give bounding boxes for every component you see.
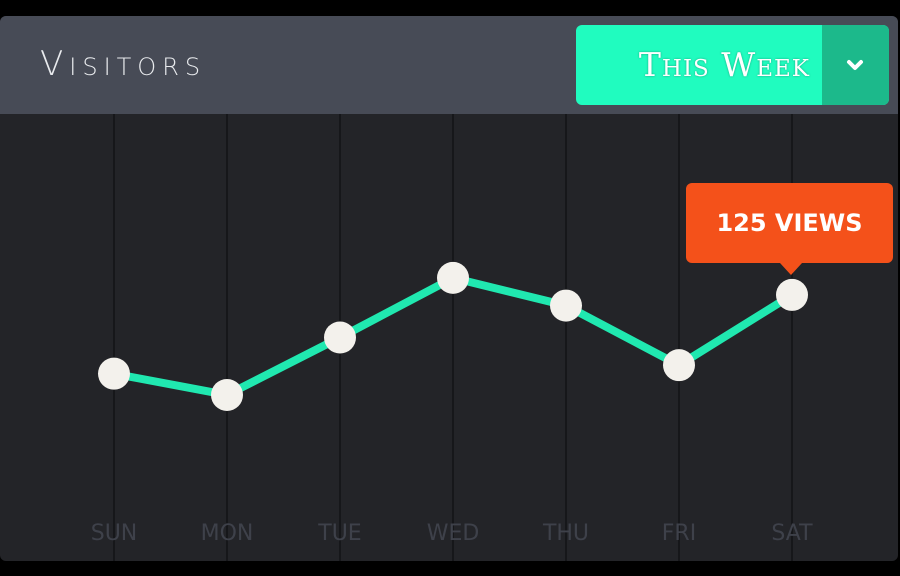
- data-point-fri: [663, 349, 695, 382]
- widget-header: Visitors This Week: [0, 16, 898, 114]
- data-point-wed: [437, 261, 469, 294]
- x-tick-label-thu: THU: [542, 521, 589, 546]
- x-tick-label-sat: SAT: [771, 521, 813, 546]
- tooltip-label: 125 VIEWS: [716, 209, 863, 237]
- data-point-sun: [98, 357, 130, 390]
- dropdown-toggle-button[interactable]: [822, 25, 889, 105]
- period-selected-label[interactable]: This Week: [638, 45, 810, 84]
- views-tooltip: 125 VIEWS: [686, 183, 893, 275]
- data-point-mon: [211, 378, 243, 411]
- data-point-sat: [776, 278, 808, 311]
- line-chart: SUN MON TUE WED THU FRI SAT: [91, 114, 813, 561]
- period-dropdown[interactable]: This Week: [576, 25, 889, 105]
- visitors-widget: Visitors This Week SUN MON TUE WED THU FRI SAT…: [0, 16, 898, 561]
- x-tick-label-tue: TUE: [317, 521, 361, 546]
- tooltip-arrow: [780, 263, 802, 275]
- widget-title: Visitors: [40, 44, 207, 84]
- x-tick-label-sun: SUN: [91, 521, 138, 546]
- chart-area: SUN MON TUE WED THU FRI SAT 125 VIEWS: [0, 114, 898, 561]
- chevron-down-icon: [847, 60, 863, 70]
- x-tick-label-mon: MON: [201, 521, 254, 546]
- data-point-thu: [550, 289, 582, 322]
- x-tick-label-wed: WED: [427, 521, 480, 546]
- x-tick-label-fri: FRI: [662, 521, 696, 546]
- data-point-tue: [324, 321, 356, 354]
